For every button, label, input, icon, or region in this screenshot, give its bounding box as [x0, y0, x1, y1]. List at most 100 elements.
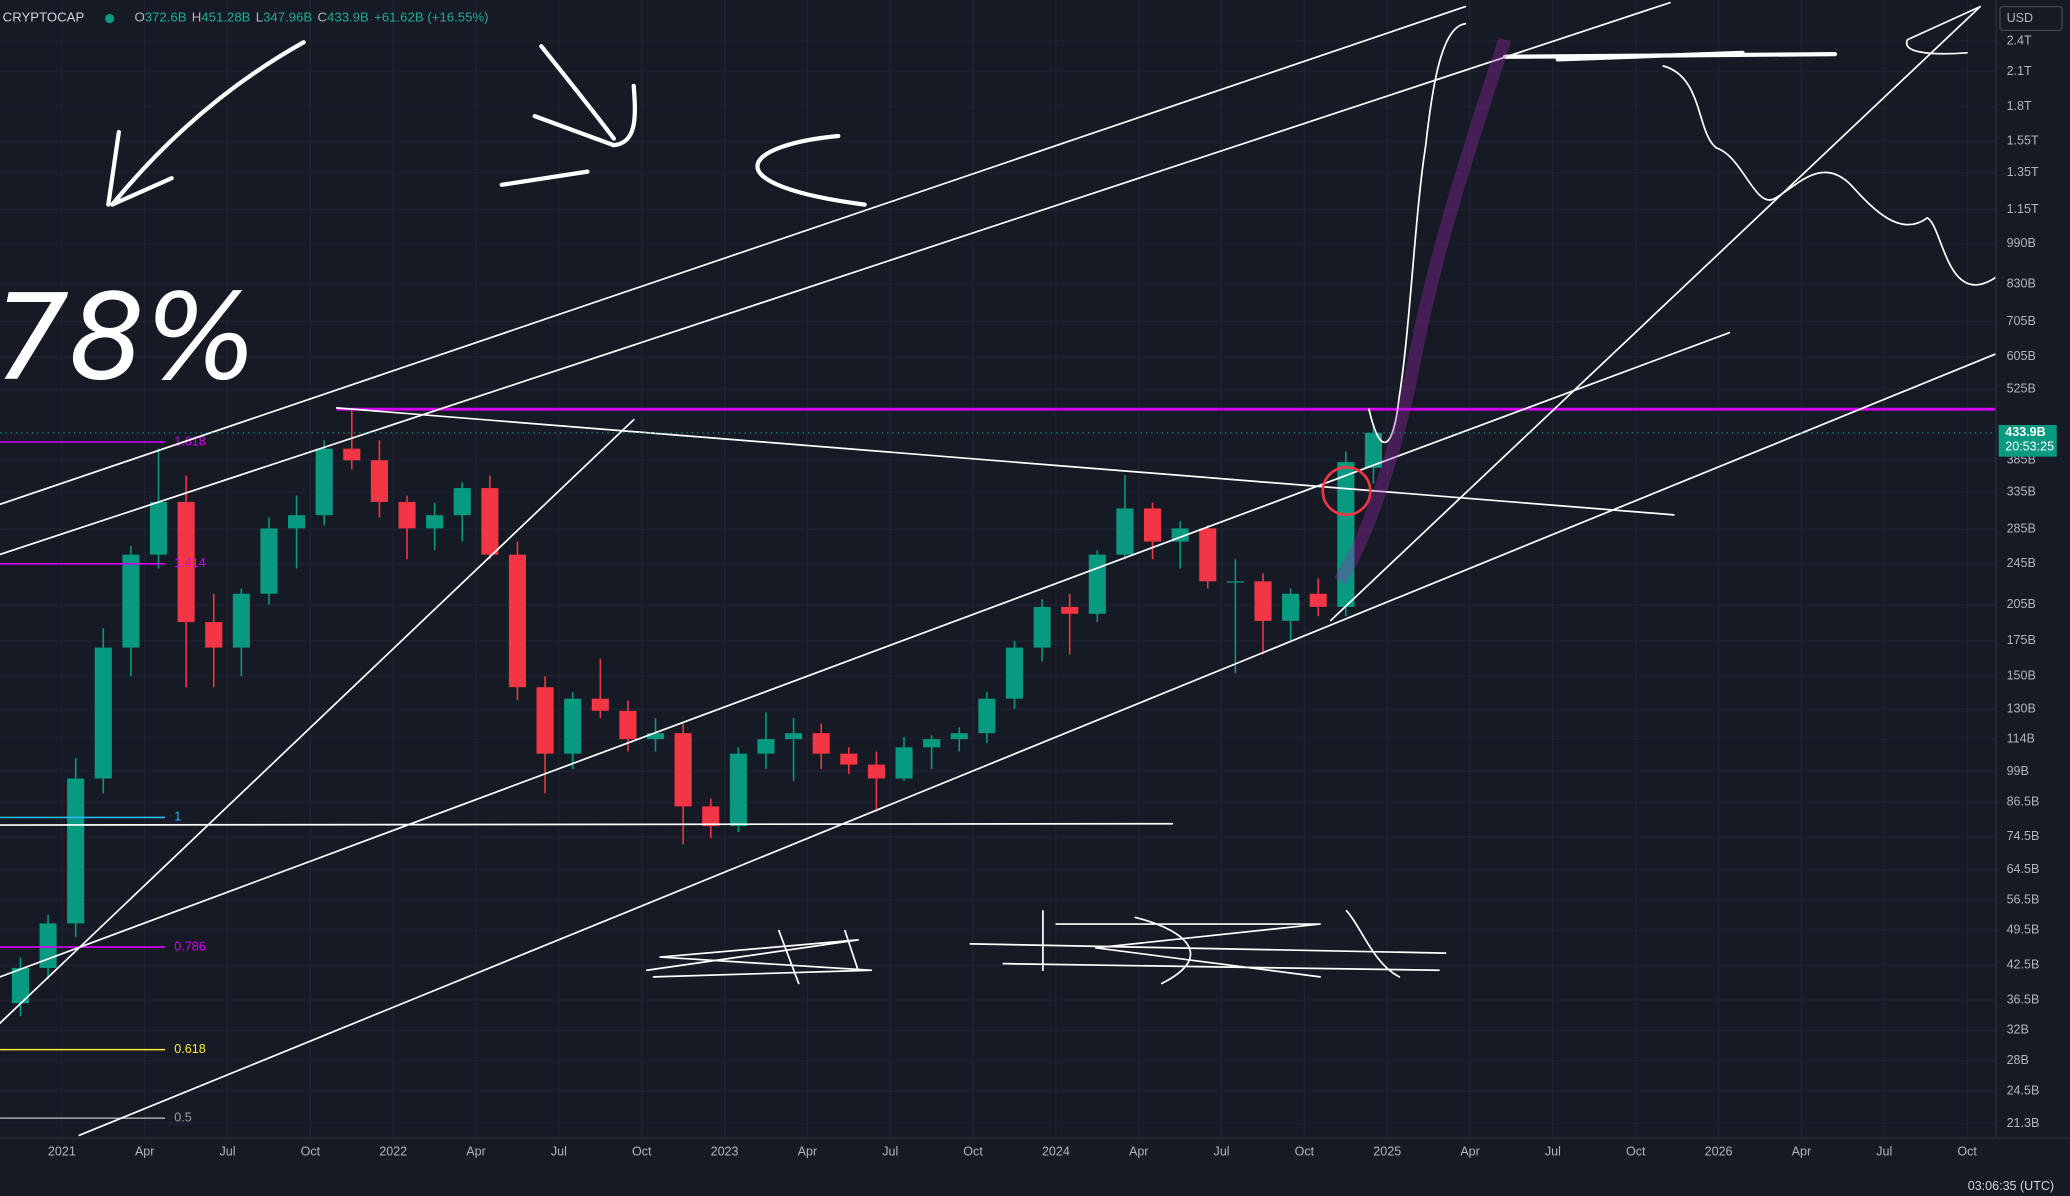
y-tick-label: 285B — [2007, 521, 2036, 535]
x-tick-label: Jul — [220, 1145, 236, 1159]
candle-body — [1143, 508, 1162, 542]
y-tick-label: 150B — [2007, 669, 2036, 683]
candle-body — [1282, 593, 1300, 621]
highlight-circle — [1321, 465, 1372, 517]
y-tick-label: 1.8T — [2007, 99, 2032, 113]
candle-body — [260, 528, 278, 594]
candle-body — [1309, 593, 1327, 607]
currency-button[interactable] — [1999, 5, 2063, 32]
candle-body — [1199, 528, 1217, 582]
candle-body — [840, 753, 858, 765]
y-tick-label: 99B — [2007, 764, 2029, 778]
candle-body — [619, 710, 637, 740]
fib-label: 0.618 — [174, 1042, 205, 1056]
y-tick-label: 1.15T — [2007, 202, 2039, 216]
x-tick-label: Apr — [1129, 1145, 1149, 1159]
less-than — [755, 133, 867, 207]
candle-body — [812, 733, 830, 754]
price-axis — [1996, 0, 2070, 1196]
candle-body — [536, 687, 554, 754]
y-tick-label: 86.5B — [2007, 795, 2040, 809]
x-tick-label: 2022 — [379, 1145, 407, 1159]
currency[interactable]: USD — [2007, 11, 2033, 25]
price-tag-box — [1998, 424, 2057, 457]
projection-path — [1368, 22, 1467, 444]
x-tick-label: Apr — [1792, 1145, 1812, 1159]
y-tick-label: 2.1T — [2007, 64, 2032, 78]
candle-body — [1033, 606, 1051, 648]
legend-header: CRYPTOCAP O372.6B H451.28B L347.96B C433.9B +… — [3, 10, 489, 25]
candle-body — [67, 778, 85, 924]
y-tick-label: 175B — [2007, 633, 2036, 647]
candle-body — [1088, 554, 1106, 614]
legend-text: O — [134, 10, 144, 25]
drawings — [0, 1, 1997, 1137]
grid — [0, 0, 1997, 1138]
y-tick-label: 1.35T — [2007, 165, 2039, 179]
y-tick-label: 705B — [2007, 314, 2036, 328]
x-tick-label: 2024 — [1042, 1145, 1070, 1159]
candle-body — [177, 501, 195, 623]
candle-body — [149, 501, 168, 555]
x-tick-label: Apr — [798, 1145, 818, 1159]
candle-body — [564, 698, 582, 754]
candle-body — [867, 764, 885, 779]
candle-body — [591, 698, 609, 711]
candle-body — [508, 554, 527, 688]
fib-label: 0.786 — [174, 939, 205, 953]
candle-body — [1226, 581, 1244, 583]
x-tick-label: Jul — [1214, 1145, 1230, 1159]
candle-body — [122, 554, 140, 648]
x-tick-label: Jul — [882, 1145, 898, 1159]
x-tick-label: Jul — [1545, 1145, 1561, 1159]
candle-body — [702, 806, 720, 827]
candle-body — [785, 733, 803, 740]
trend-line — [78, 352, 1997, 1137]
y-tick-label: 525B — [2007, 382, 2036, 396]
y-tick-label: 990B — [2007, 236, 2036, 250]
candle-body — [94, 647, 112, 779]
projection-path — [1662, 65, 1997, 286]
candle-body — [232, 593, 250, 648]
y-tick-label: 49.5B — [2007, 923, 2040, 937]
projection-band — [1334, 37, 1512, 585]
candle-body — [343, 448, 361, 461]
y-tick-label: 1.55T — [2007, 133, 2039, 147]
trend-line — [0, 5, 1467, 506]
arrow — [532, 44, 637, 148]
candle-body — [1364, 432, 1382, 468]
x-tick-label: Apr — [1460, 1145, 1480, 1159]
y-tick-label: 205B — [2007, 597, 2036, 611]
x-tick-label: Jul — [551, 1145, 567, 1159]
x-tick-label: Oct — [1626, 1145, 1646, 1159]
candle-body — [923, 739, 941, 748]
scribble — [1502, 50, 1838, 62]
candle-body — [978, 698, 996, 734]
candles — [11, 409, 1382, 1017]
y-tick-label: 21.3B — [2007, 1116, 2040, 1130]
x-tick-label: Oct — [632, 1145, 652, 1159]
fib-label: 0.5 — [174, 1110, 191, 1124]
y-tick-label: 36.5B — [2007, 992, 2040, 1006]
legend-text: +61.62B (+16.55%) — [374, 10, 488, 25]
legend-text: L — [256, 10, 263, 25]
legend-text: 347.96B — [263, 10, 312, 25]
legend-text: 433.9B — [327, 10, 369, 25]
candle-body — [1337, 462, 1355, 607]
legend-text: 372.6B — [145, 10, 187, 25]
legend-text: C — [318, 10, 328, 25]
x-tick-label: Jul — [1876, 1145, 1892, 1159]
candle-body — [370, 460, 388, 502]
fib-label: 1.414 — [174, 556, 205, 570]
x-tick-label: 2025 — [1373, 1145, 1401, 1159]
candle-body — [729, 753, 747, 827]
y-tick-label: 28B — [2007, 1053, 2029, 1067]
y-tick-label: 2.4T — [2007, 33, 2032, 47]
x-tick-label: Apr — [466, 1145, 486, 1159]
x-tick-label: 2021 — [48, 1145, 76, 1159]
legend-text: 451.28B — [201, 10, 250, 25]
candle-body — [288, 515, 306, 529]
candle-body — [646, 733, 665, 740]
